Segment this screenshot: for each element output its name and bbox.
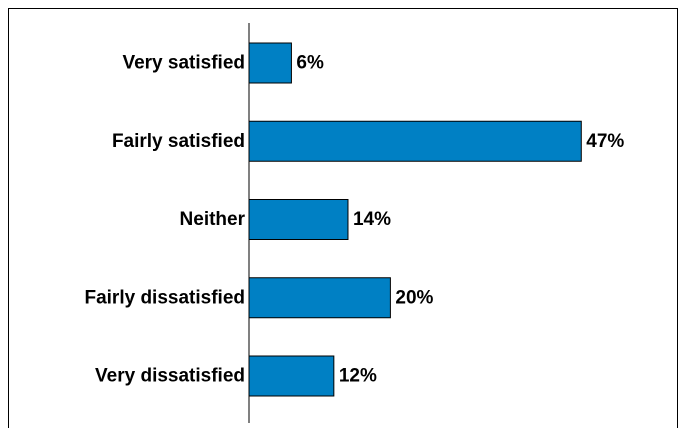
bar <box>248 199 349 240</box>
bar <box>248 120 582 162</box>
chart-frame <box>8 8 678 428</box>
bar <box>248 42 292 84</box>
data-label: 14% <box>353 209 391 230</box>
category-label: Very satisfied <box>122 53 245 74</box>
chart-marks: Very satisfied 6% Fairly satisfied 47% Neith… <box>84 42 624 397</box>
data-label: 6% <box>296 53 324 74</box>
category-label: Neither <box>180 209 246 230</box>
bar <box>248 355 335 397</box>
data-label: 20% <box>395 287 433 308</box>
category-label: Fairly satisfied <box>112 131 245 152</box>
bar <box>248 277 391 319</box>
data-label: 47% <box>586 131 624 152</box>
category-label: Fairly dissatisfied <box>84 287 245 308</box>
category-label: Very dissatisfied <box>95 366 245 387</box>
data-label: 12% <box>339 366 377 387</box>
